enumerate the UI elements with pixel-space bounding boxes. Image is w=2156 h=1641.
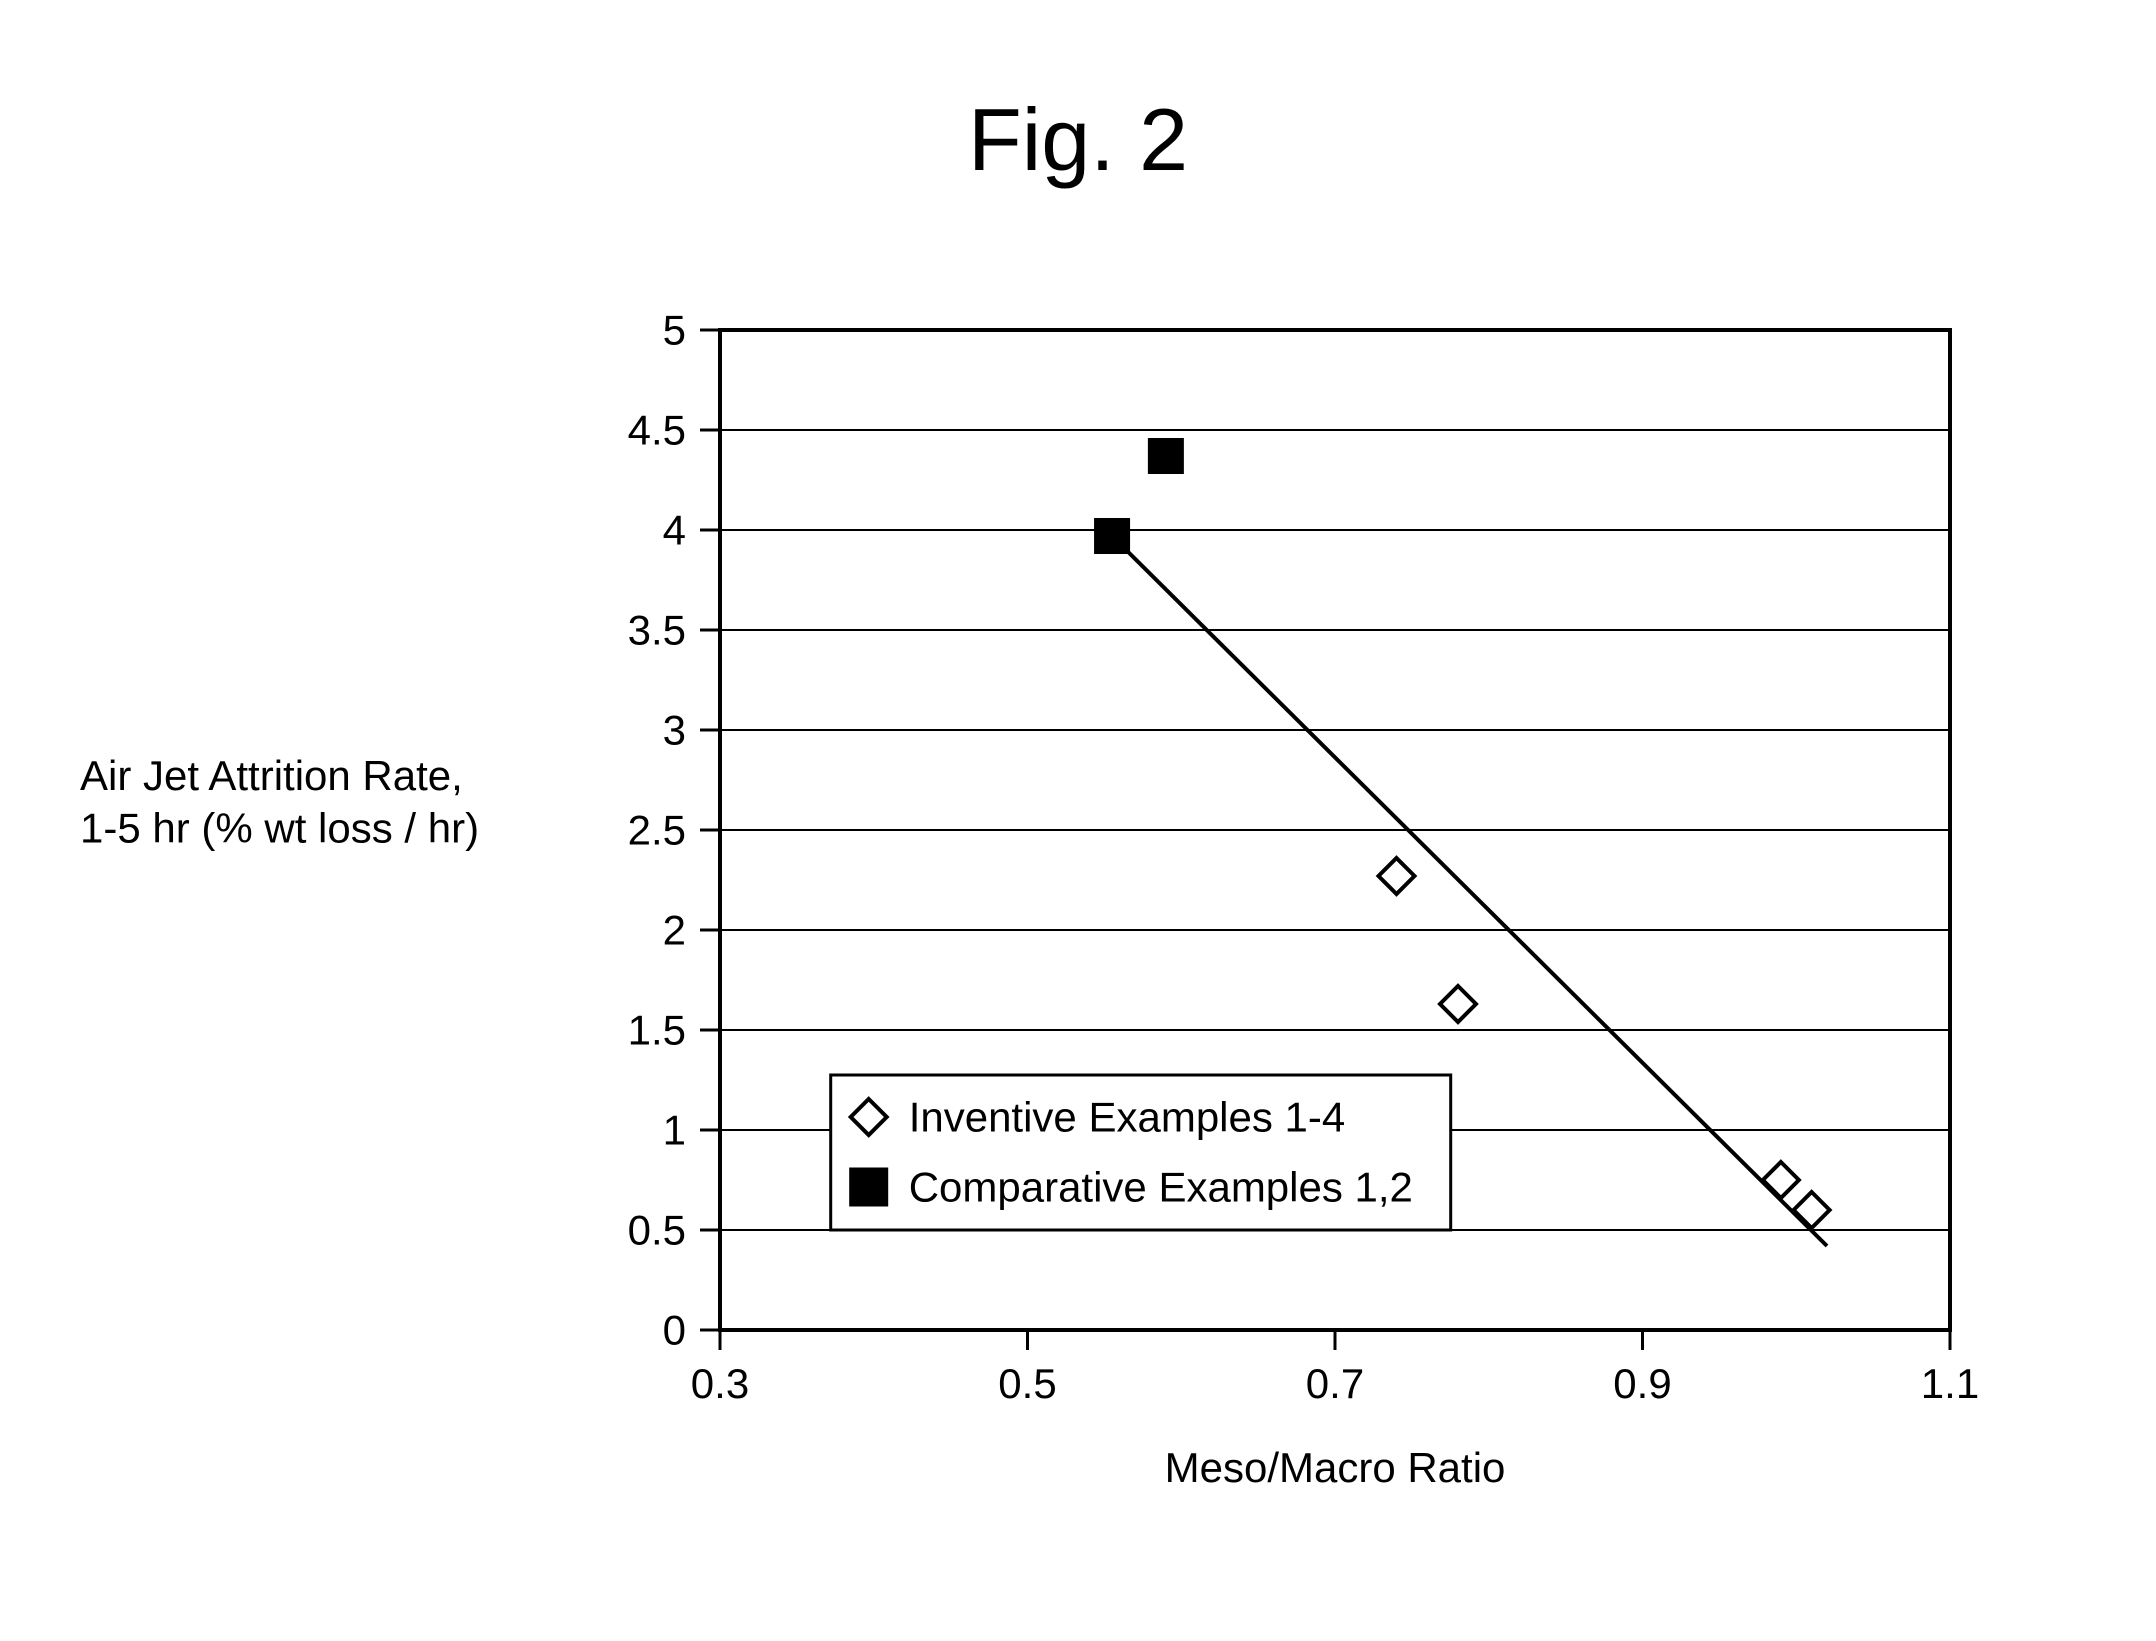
xtick-label: 0.9 [1613,1360,1671,1407]
xtick-label: 0.3 [691,1360,749,1407]
ytick-label: 3.5 [628,607,686,654]
y-axis-label-line2: 1-5 hr (% wt loss / hr) [80,805,479,852]
legend-label-inventive: Inventive Examples 1-4 [909,1094,1346,1141]
ytick-label: 0.5 [628,1207,686,1254]
ytick-label: 2.5 [628,807,686,854]
data-marker-comparative [1148,438,1184,474]
figure-svg: Fig. 2 0 0.5 1 1.5 2 2.5 3 3.5 4 4.5 5 0.3 0.5 0.7 0.9 1… [0,0,2156,1641]
xtick-label: 1.1 [1921,1360,1979,1407]
ytick-label: 4 [663,507,686,554]
y-axis-label-line1: Air Jet Attrition Rate, [80,752,463,799]
ytick-label: 2 [663,907,686,954]
ytick-label: 1.5 [628,1007,686,1054]
ytick-label: 1 [663,1107,686,1154]
ytick-label: 3 [663,707,686,754]
ytick-label: 4.5 [628,407,686,454]
ytick-label: 5 [663,307,686,354]
legend-label-comparative: Comparative Examples 1,2 [909,1164,1413,1211]
x-axis-label: Meso/Macro Ratio [1165,1444,1506,1491]
legend-marker-comparative [851,1169,887,1205]
xtick-label: 0.7 [1306,1360,1364,1407]
ytick-label: 0 [663,1307,686,1354]
xtick-label: 0.5 [998,1360,1056,1407]
data-marker-comparative [1094,518,1130,554]
figure-title: Fig. 2 [968,90,1188,189]
